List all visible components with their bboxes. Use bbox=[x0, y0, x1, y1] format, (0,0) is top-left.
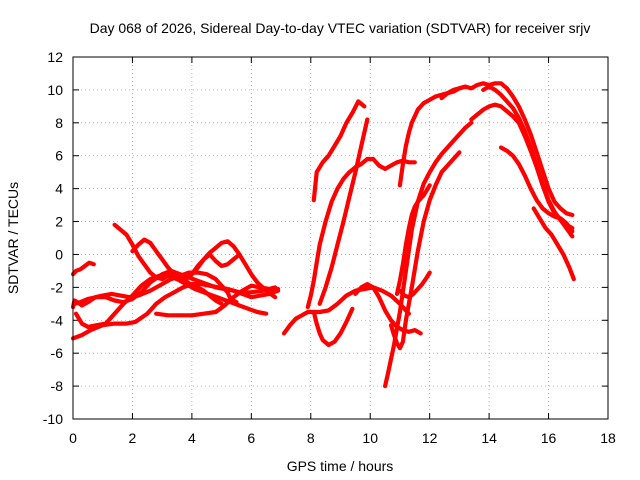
series-line-track-m bbox=[311, 306, 355, 348]
x-tick-label: 6 bbox=[247, 430, 255, 446]
series-line-track-l bbox=[311, 99, 367, 203]
series-line-track-w bbox=[469, 102, 575, 231]
y-tick-label: 2 bbox=[55, 214, 63, 230]
series-line-track-j bbox=[281, 285, 411, 336]
x-tick-label: 4 bbox=[188, 430, 196, 446]
y-tick-label: 12 bbox=[47, 49, 63, 65]
series-line-track-q bbox=[388, 150, 462, 351]
y-tick-label: 10 bbox=[47, 82, 63, 98]
grid bbox=[73, 57, 608, 419]
y-tick-label: -8 bbox=[51, 378, 64, 394]
y-tick-label: -2 bbox=[51, 279, 64, 295]
series-line-track-b bbox=[70, 270, 239, 310]
y-tick-label: 8 bbox=[55, 115, 63, 131]
series-line-track-a bbox=[70, 260, 96, 277]
series-line-track-p bbox=[383, 120, 474, 389]
x-tick-label: 2 bbox=[129, 430, 137, 446]
plot-frame bbox=[72, 56, 609, 420]
series-line-track-x bbox=[531, 206, 576, 282]
x-axis-ticks: 0 2 4 6 8 10 12 14 16 18 bbox=[69, 57, 616, 446]
series-line-track-c bbox=[70, 282, 278, 341]
series-line-track-v bbox=[481, 84, 575, 239]
x-axis-label: GPS time / hours bbox=[287, 458, 394, 474]
x-tick-label: 14 bbox=[481, 430, 497, 446]
series-line-track-g bbox=[130, 237, 242, 282]
series-line-track-n bbox=[317, 117, 370, 306]
x-tick-label: 0 bbox=[69, 430, 77, 446]
y-tick-label: 0 bbox=[55, 246, 63, 262]
series-line-track-o bbox=[353, 282, 423, 336]
x-tick-label: 16 bbox=[541, 430, 557, 446]
x-tick-label: 8 bbox=[307, 430, 315, 446]
series-line-track-u bbox=[439, 81, 575, 218]
y-tick-label: 4 bbox=[55, 181, 63, 197]
series-line-track-i bbox=[189, 239, 278, 300]
series-line-track-s bbox=[397, 270, 432, 300]
y-tick-label: -6 bbox=[51, 345, 64, 361]
y-tick-label: -4 bbox=[51, 312, 64, 328]
y-axis-label: SDTVAR / TECUs bbox=[5, 182, 21, 294]
y-tick-label: 6 bbox=[55, 148, 63, 164]
series-line-track-f bbox=[112, 222, 224, 306]
series-line-track-r bbox=[394, 183, 432, 296]
x-tick-label: 18 bbox=[600, 430, 616, 446]
series-layer bbox=[70, 81, 576, 389]
chart-title: Day 068 of 2026, Sidereal Day-to-day VTE… bbox=[90, 20, 591, 36]
x-tick-label: 12 bbox=[422, 430, 438, 446]
series-line-track-y bbox=[498, 145, 575, 234]
y-tick-label: -10 bbox=[43, 411, 63, 427]
x-tick-label: 10 bbox=[362, 430, 378, 446]
